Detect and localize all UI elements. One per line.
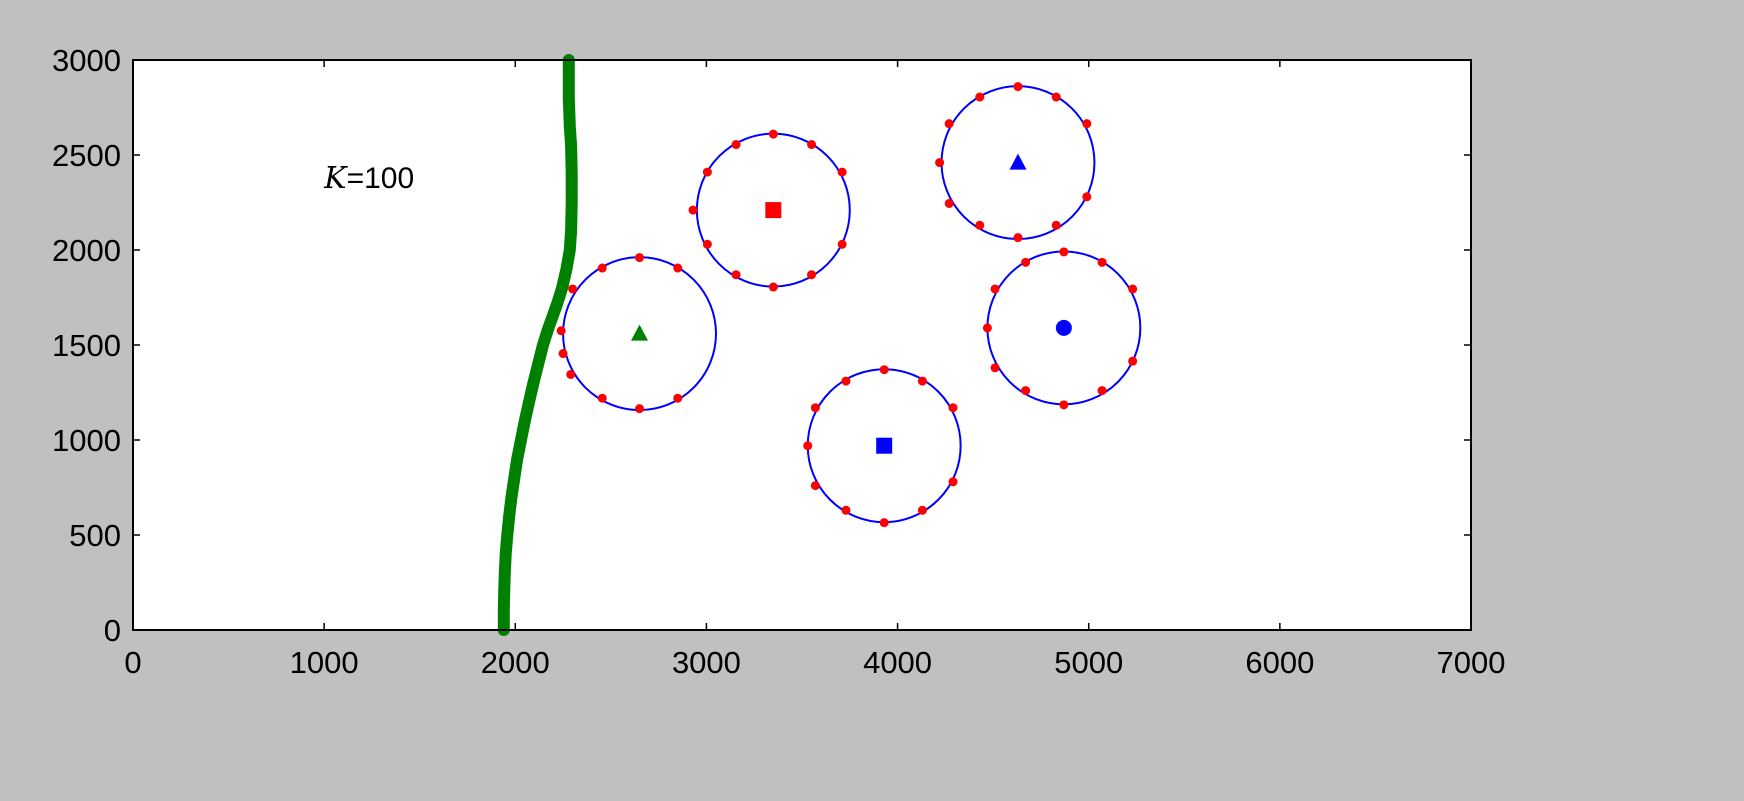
red-point-45 (1097, 257, 1107, 267)
red-point-39 (1082, 192, 1092, 202)
x-tick-label: 7000 (1437, 645, 1506, 680)
red-point-36 (1082, 119, 1092, 129)
red-point-38 (935, 158, 945, 168)
x-tick-label: 3000 (672, 645, 741, 680)
y-tick-label: 2000 (52, 233, 121, 268)
red-point-17 (837, 239, 847, 249)
red-point-30 (917, 505, 927, 515)
k-annotation-symbol: K (323, 161, 348, 196)
red-point-10 (635, 404, 645, 414)
red-point-12 (807, 140, 817, 150)
red-point-34 (1051, 92, 1061, 102)
red-point-43 (1013, 233, 1023, 243)
red-point-37 (944, 119, 954, 129)
x-tick-label: 0 (124, 645, 141, 680)
x-tick-label: 2000 (481, 645, 550, 680)
x-tick-label: 5000 (1054, 645, 1123, 680)
red-point-46 (1021, 257, 1031, 267)
y-tick-label: 1000 (52, 423, 121, 458)
red-point-1 (635, 253, 645, 263)
k-annotation-value: =100 (347, 162, 415, 195)
red-point-6 (558, 349, 568, 359)
plot-area (133, 60, 1471, 630)
red-point-32 (879, 518, 889, 528)
red-point-21 (768, 282, 778, 292)
red-point-31 (841, 505, 851, 515)
red-point-35 (975, 92, 985, 102)
y-tick-label: 1500 (52, 328, 121, 363)
red-point-44 (1059, 247, 1069, 257)
red-point-54 (1059, 400, 1069, 410)
red-point-15 (702, 167, 712, 177)
red-point-49 (982, 323, 992, 333)
x-tick-label: 4000 (863, 645, 932, 680)
red-point-19 (807, 270, 817, 280)
red-point-47 (1128, 284, 1138, 294)
red-point-27 (803, 441, 813, 451)
y-tick-label: 3000 (52, 43, 121, 78)
red-point-9 (673, 393, 683, 403)
y-tick-label: 2500 (52, 138, 121, 173)
x-tick-label: 1000 (290, 645, 359, 680)
red-point-11 (768, 129, 778, 139)
red-point-50 (1128, 356, 1138, 366)
chart-marks (497, 54, 1142, 636)
red-point-8 (597, 393, 607, 403)
red-point-53 (1021, 386, 1031, 396)
red-point-5 (556, 326, 566, 336)
red-point-22 (879, 365, 889, 375)
red-point-28 (948, 477, 958, 487)
cluster-center-3 (876, 437, 893, 454)
red-point-2 (673, 263, 683, 273)
decision-boundary-line (497, 54, 578, 636)
red-point-33 (1013, 82, 1023, 92)
red-point-14 (837, 167, 847, 177)
red-point-7 (566, 369, 576, 379)
axes-ticks: 0 1000 2000 3000 4000 5000 6000 7000 0 500 1000 150… (52, 43, 1505, 680)
x-tick-label: 6000 (1245, 645, 1314, 680)
red-point-24 (841, 376, 851, 386)
cluster-center-2 (765, 202, 782, 219)
red-point-48 (990, 284, 1000, 294)
cluster-center-1 (631, 324, 649, 341)
red-point-51 (990, 363, 1000, 373)
red-point-25 (948, 403, 958, 413)
red-point-18 (702, 239, 712, 249)
red-point-41 (1051, 220, 1061, 230)
cluster-center-5 (1055, 319, 1072, 336)
red-point-16 (688, 205, 698, 215)
y-tick-label: 0 (104, 613, 121, 648)
red-point-4 (568, 284, 578, 294)
red-point-42 (975, 220, 985, 230)
red-point-20 (731, 270, 741, 280)
red-point-52 (1097, 386, 1107, 396)
cluster-center-4 (1009, 153, 1027, 170)
red-point-40 (944, 198, 954, 208)
k-annotation: K=100 (323, 161, 414, 196)
red-point-23 (917, 376, 927, 386)
red-point-26 (810, 403, 820, 413)
y-tick-label: 500 (69, 518, 121, 553)
red-point-13 (731, 140, 741, 150)
red-point-29 (810, 481, 820, 491)
red-point-3 (597, 263, 607, 273)
